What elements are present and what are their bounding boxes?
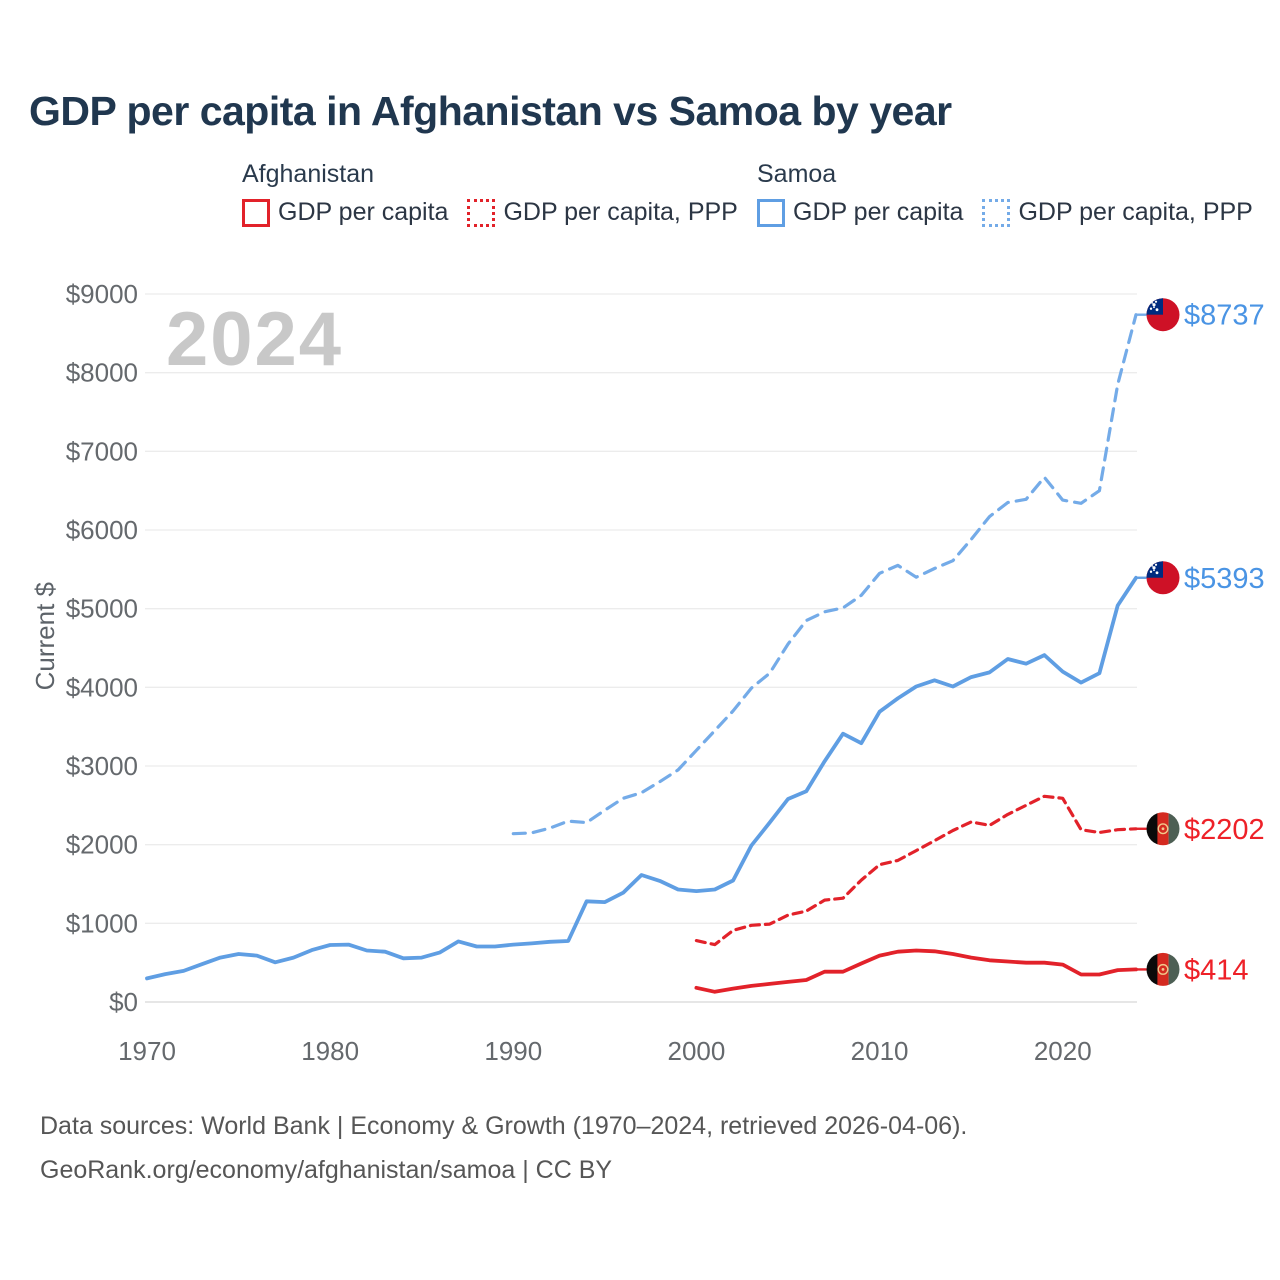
legend-swatch-blue-solid bbox=[757, 198, 785, 227]
legend-group-label: Afghanistan bbox=[242, 160, 375, 188]
series-line-samoa-gdp-per-capita[interactable] bbox=[145, 575, 1138, 981]
footer-sources: Data sources: World Bank | Economy & Gro… bbox=[40, 1112, 968, 1140]
y-axis-tick-label: $7000 bbox=[66, 436, 138, 466]
legend-item-samoa-gdp-ppp[interactable]: GDP per capita, PPP bbox=[982, 198, 1253, 227]
legend-item-label: GDP per capita bbox=[278, 198, 449, 226]
y-axis-tick-label: $8000 bbox=[66, 358, 138, 388]
legend-group-label: Samoa bbox=[757, 160, 837, 188]
y-axis-tick-label: $9000 bbox=[66, 279, 138, 309]
legend-swatch-red-solid bbox=[242, 198, 270, 227]
legend-item-label: GDP per capita bbox=[793, 198, 964, 226]
series-end-value-label: $414 bbox=[1184, 954, 1249, 986]
gridlines: $0 $1000 $2000 $3000 $4000 $5000 $6000 $7000 $80… bbox=[66, 279, 1137, 1017]
legend-swatch-blue-dotted bbox=[982, 198, 1011, 227]
legend-group-samoa: Samoa GDP per capita GDP per capita, PPP bbox=[757, 160, 1253, 227]
samoa-flag-icon bbox=[1146, 561, 1180, 595]
legend-item-label: GDP per capita, PPP bbox=[1018, 198, 1253, 226]
legend-group-afghanistan: Afghanistan GDP per capita GDP per capit… bbox=[242, 160, 738, 227]
legend-item-label: GDP per capita, PPP bbox=[503, 198, 738, 226]
afghanistan-flag-icon bbox=[1146, 952, 1180, 986]
footer-attribution: GeoRank.org/economy/afghanistan/samoa | … bbox=[40, 1156, 613, 1184]
x-axis-tick-label: 2000 bbox=[668, 1036, 726, 1066]
series-end-value-label: $2202 bbox=[1184, 814, 1265, 846]
y-axis-tick-label: $0 bbox=[109, 987, 138, 1017]
x-axis-tick-label: 1970 bbox=[118, 1036, 176, 1066]
series-end-value-label: $5393 bbox=[1184, 563, 1265, 595]
x-axis-tick-label: 1980 bbox=[301, 1036, 359, 1066]
series-line-afghanistan-gdp-per-capita[interactable] bbox=[694, 948, 1138, 994]
y-axis-tick-label: $5000 bbox=[66, 594, 138, 624]
afghanistan-flag-icon bbox=[1146, 812, 1180, 846]
series-line-samoa-gdp-per-capita-ppp[interactable] bbox=[511, 313, 1138, 836]
y-axis-tick-label: $6000 bbox=[66, 515, 138, 545]
legend-item-afghanistan-gdp[interactable]: GDP per capita bbox=[242, 198, 448, 227]
year-watermark: 2024 bbox=[166, 297, 344, 382]
x-axis-tick-label: 2020 bbox=[1034, 1036, 1092, 1066]
y-axis-tick-label: $3000 bbox=[66, 751, 138, 781]
page-title: GDP per capita in Afghanistan vs Samoa b… bbox=[29, 88, 952, 134]
x-axis-tick-label: 1990 bbox=[484, 1036, 542, 1066]
series-line-afghanistan-gdp-per-capita-ppp[interactable] bbox=[694, 794, 1138, 947]
series-end-value-label: $8737 bbox=[1184, 300, 1265, 332]
legend-item-afghanistan-gdp-ppp[interactable]: GDP per capita, PPP bbox=[467, 198, 738, 227]
y-axis-tick-label: $4000 bbox=[66, 672, 138, 702]
y-axis-tick-label: $1000 bbox=[66, 908, 138, 938]
legend-item-samoa-gdp[interactable]: GDP per capita bbox=[757, 198, 963, 227]
samoa-flag-icon bbox=[1146, 298, 1180, 332]
legend-swatch-red-dotted bbox=[467, 198, 496, 227]
footer: Data sources: World Bank | Economy & Gro… bbox=[40, 1104, 967, 1192]
x-axis-tick-label: 2010 bbox=[851, 1036, 909, 1066]
y-axis-tick-label: $2000 bbox=[66, 830, 138, 860]
